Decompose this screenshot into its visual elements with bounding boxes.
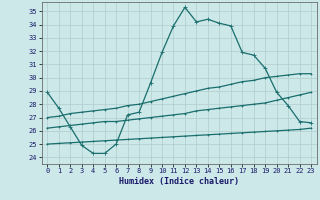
X-axis label: Humidex (Indice chaleur): Humidex (Indice chaleur) xyxy=(119,177,239,186)
